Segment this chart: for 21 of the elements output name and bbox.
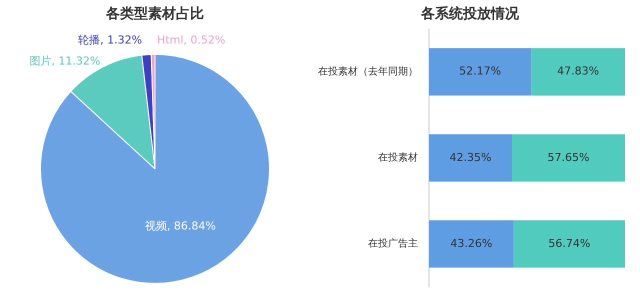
bar [429,48,532,96]
bar [514,220,625,268]
data-label: 42.35% [450,150,492,164]
chart-title: 各系统投放情况 [420,5,520,22]
chart-title: 各类型素材占比 [105,6,204,22]
slice-label: 视频, 86.84% [144,219,216,232]
slice-label: Html, 0.52% [157,33,226,46]
bar [429,220,514,268]
data-label: 43.26% [450,236,492,250]
data-label: 57.65% [548,150,590,164]
data-label: 47.83% [557,64,600,78]
slice-label: 轮播, 1.32% [78,34,142,47]
bar [429,134,512,182]
slice-label: 图片, 11.32% [29,54,100,68]
data-label: 56.74% [548,236,590,250]
data-label: 52.17% [459,64,502,78]
bar [531,48,625,96]
bar [512,134,625,182]
y-tick-label: 在投素材 [378,151,418,164]
y-tick-label: 在投素材（去年同期） [318,65,418,78]
y-tick-label: 在投广告主 [368,238,418,250]
